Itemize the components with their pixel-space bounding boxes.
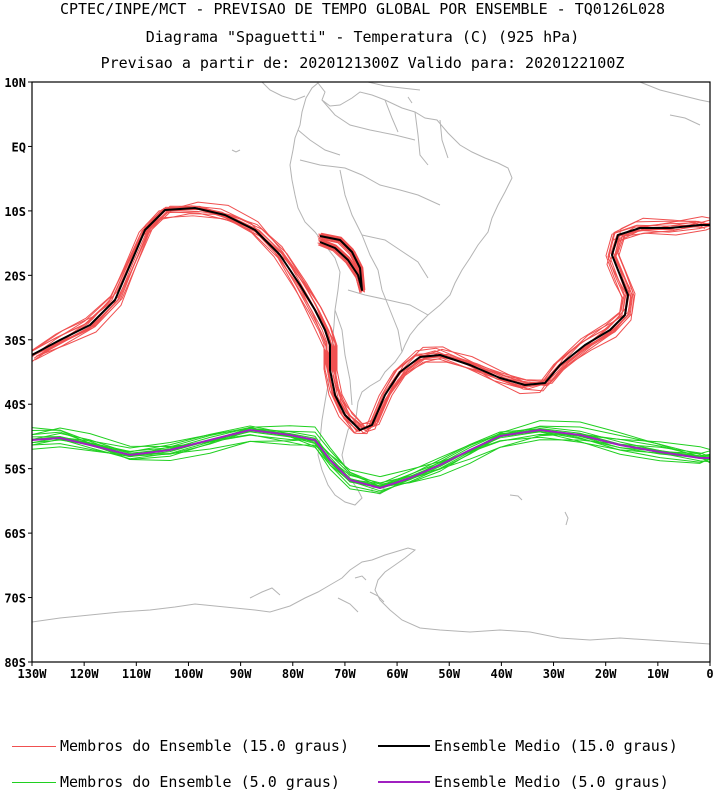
- lon-tick-label: 130W: [18, 667, 48, 681]
- mean-contour-15: [32, 207, 710, 431]
- lon-tick-label: 100W: [174, 667, 204, 681]
- member-contour-5: [32, 425, 710, 489]
- lat-tick-label: 40S: [4, 398, 26, 412]
- lon-tick-label: 0: [706, 667, 713, 681]
- member-contour-5: [32, 427, 710, 478]
- lat-tick-label: 50S: [4, 463, 26, 477]
- legend-item-members-5: Membros do Ensemble (5.0 graus): [12, 772, 340, 792]
- lon-tick-label: 90W: [230, 667, 252, 681]
- lat-tick-label: 80S: [4, 656, 26, 670]
- lon-tick-label: 60W: [386, 667, 408, 681]
- legend-swatch-purple: [378, 781, 430, 783]
- coastline-antarctica: [32, 547, 710, 645]
- member-contour-15: [32, 205, 707, 431]
- lat-tick-label: 30S: [4, 334, 26, 348]
- member-contour-15: [319, 236, 363, 292]
- mean-contour-5: [32, 429, 710, 489]
- member-contour-5: [32, 420, 710, 488]
- legend-label: Membros do Ensemble (5.0 graus): [60, 773, 340, 791]
- member-contour-5: [32, 427, 710, 485]
- legend-label: Ensemble Medio (15.0 graus): [434, 737, 678, 755]
- lon-tick-label: 40W: [491, 667, 513, 681]
- member-contour-5: [32, 425, 710, 485]
- member-contour-15: [32, 213, 706, 435]
- latitude-axis: 10N EQ 10S 20S 30S 40S 50S 60S 70S 80S: [4, 76, 32, 670]
- legend-label: Ensemble Medio (5.0 graus): [434, 773, 669, 791]
- member-contour-5: [32, 426, 710, 489]
- member-contour-15: [32, 207, 710, 432]
- lon-tick-label: 30W: [543, 667, 565, 681]
- lon-tick-label: 70W: [334, 667, 356, 681]
- contour-layer: [32, 201, 710, 494]
- lon-tick-label: 10W: [647, 667, 669, 681]
- legend-item-mean-15: Ensemble Medio (15.0 graus): [378, 736, 678, 756]
- member-contour-15: [321, 232, 364, 288]
- lat-tick-label: 70S: [4, 592, 26, 606]
- legend-item-mean-5: Ensemble Medio (5.0 graus): [378, 772, 669, 792]
- mean-contour-15: [319, 235, 363, 291]
- lat-tick-label: 60S: [4, 527, 26, 541]
- member-contour-15: [32, 205, 708, 432]
- legend: Membros do Ensemble (15.0 graus) Ensembl…: [0, 730, 725, 800]
- lon-tick-label: 80W: [282, 667, 304, 681]
- legend-swatch-black: [378, 745, 430, 747]
- title-line-3: Previsao a partir de: 2020121300Z Valido…: [100, 54, 625, 72]
- map-frame: [31, 81, 711, 663]
- member-contour-15: [32, 206, 705, 434]
- member-contour-15: [322, 235, 366, 291]
- member-contour-15: [32, 206, 710, 426]
- legend-item-members-15: Membros do Ensemble (15.0 graus): [12, 736, 349, 756]
- coastline-islands: [371, 485, 569, 526]
- member-contour-15: [317, 238, 361, 294]
- lon-tick-label: 120W: [70, 667, 100, 681]
- legend-swatch-red: [12, 745, 56, 747]
- map-panel: 10N EQ 10S 20S 30S 40S 50S 60S 70S 80S 130W 120W 11…: [4, 76, 714, 681]
- member-contour-15: [34, 201, 710, 434]
- lon-tick-label: 50W: [438, 667, 460, 681]
- lat-tick-label: EQ: [12, 140, 26, 154]
- lat-tick-label: 10S: [4, 205, 26, 219]
- lat-tick-label: 10N: [4, 76, 26, 90]
- legend-label: Membros do Ensemble (15.0 graus): [60, 737, 349, 755]
- lon-tick-label: 20W: [595, 667, 617, 681]
- coastline-central-america: [231, 82, 710, 153]
- longitude-axis: 130W 120W 110W 100W 90W 80W 70W 60W 50W 40W 30W 20W…: [18, 662, 714, 681]
- legend-swatch-green: [12, 781, 56, 783]
- title-line-1: CPTEC/INPE/MCT - PREVISAO DE TEMPO GLOBA…: [59, 0, 666, 18]
- title-line-2: Diagrama "Spaguetti" - Temperatura (C) (…: [145, 28, 580, 46]
- member-contour-5: [32, 428, 710, 492]
- lat-tick-label: 20S: [4, 269, 26, 283]
- lon-tick-label: 110W: [122, 667, 152, 681]
